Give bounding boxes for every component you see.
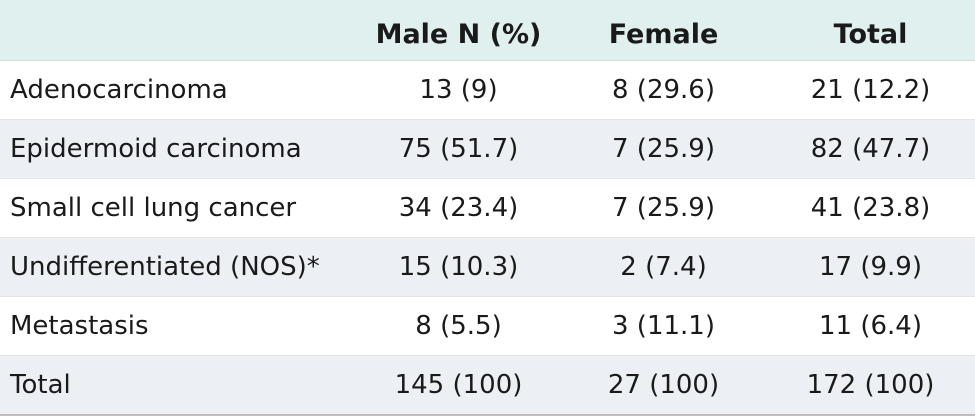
table-row: Epidermoid carcinoma 75 (51.7) 7 (25.9) … — [0, 119, 975, 179]
female-cell: 7 (25.9) — [561, 119, 766, 179]
table-row: Metastasis 8 (5.5) 3 (11.1) 11 (6.4) — [0, 296, 975, 356]
total-cell: 17 (9.9) — [766, 237, 975, 297]
total-cell: 41 (23.8) — [766, 178, 975, 238]
female-cell: 2 (7.4) — [561, 237, 766, 297]
male-cell: 15 (10.3) — [356, 237, 561, 297]
male-cell: 13 (9) — [356, 59, 561, 120]
row-label: Undifferentiated (NOS)* — [0, 237, 356, 297]
total-row: Total 145 (100) 27 (100) 172 (100) — [0, 355, 975, 416]
row-label: Total — [0, 355, 356, 416]
row-label: Small cell lung cancer — [0, 178, 356, 238]
total-cell: 11 (6.4) — [766, 296, 975, 356]
table-body: Adenocarcinoma 13 (9) 8 (29.6) 21 (12.2)… — [0, 59, 975, 416]
table-row: Undifferentiated (NOS)* 15 (10.3) 2 (7.4… — [0, 237, 975, 297]
male-cell: 34 (23.4) — [356, 178, 561, 238]
female-cell: 7 (25.9) — [561, 178, 766, 238]
female-cell: 27 (100) — [561, 355, 766, 416]
header-empty-cell — [0, 0, 356, 60]
header-total: Total — [833, 19, 908, 51]
header-male: Male N (%) — [375, 19, 542, 51]
row-label: Epidermoid carcinoma — [0, 119, 356, 179]
table-header: Male N (%) Female Total — [0, 0, 975, 60]
header-row: Male N (%) Female Total — [0, 0, 975, 60]
table-row: Small cell lung cancer 34 (23.4) 7 (25.9… — [0, 178, 975, 238]
female-cell: 3 (11.1) — [561, 296, 766, 356]
table-row: Adenocarcinoma 13 (9) 8 (29.6) 21 (12.2) — [0, 59, 975, 120]
total-cell: 172 (100) — [766, 355, 975, 416]
male-cell: 75 (51.7) — [356, 119, 561, 179]
total-cell: 82 (47.7) — [766, 119, 975, 179]
header-female: Female — [608, 19, 719, 51]
male-cell: 145 (100) — [356, 355, 561, 416]
male-cell: 8 (5.5) — [356, 296, 561, 356]
row-label: Adenocarcinoma — [0, 59, 356, 120]
female-cell: 8 (29.6) — [561, 59, 766, 120]
total-cell: 21 (12.2) — [766, 59, 975, 120]
row-label: Metastasis — [0, 296, 356, 356]
